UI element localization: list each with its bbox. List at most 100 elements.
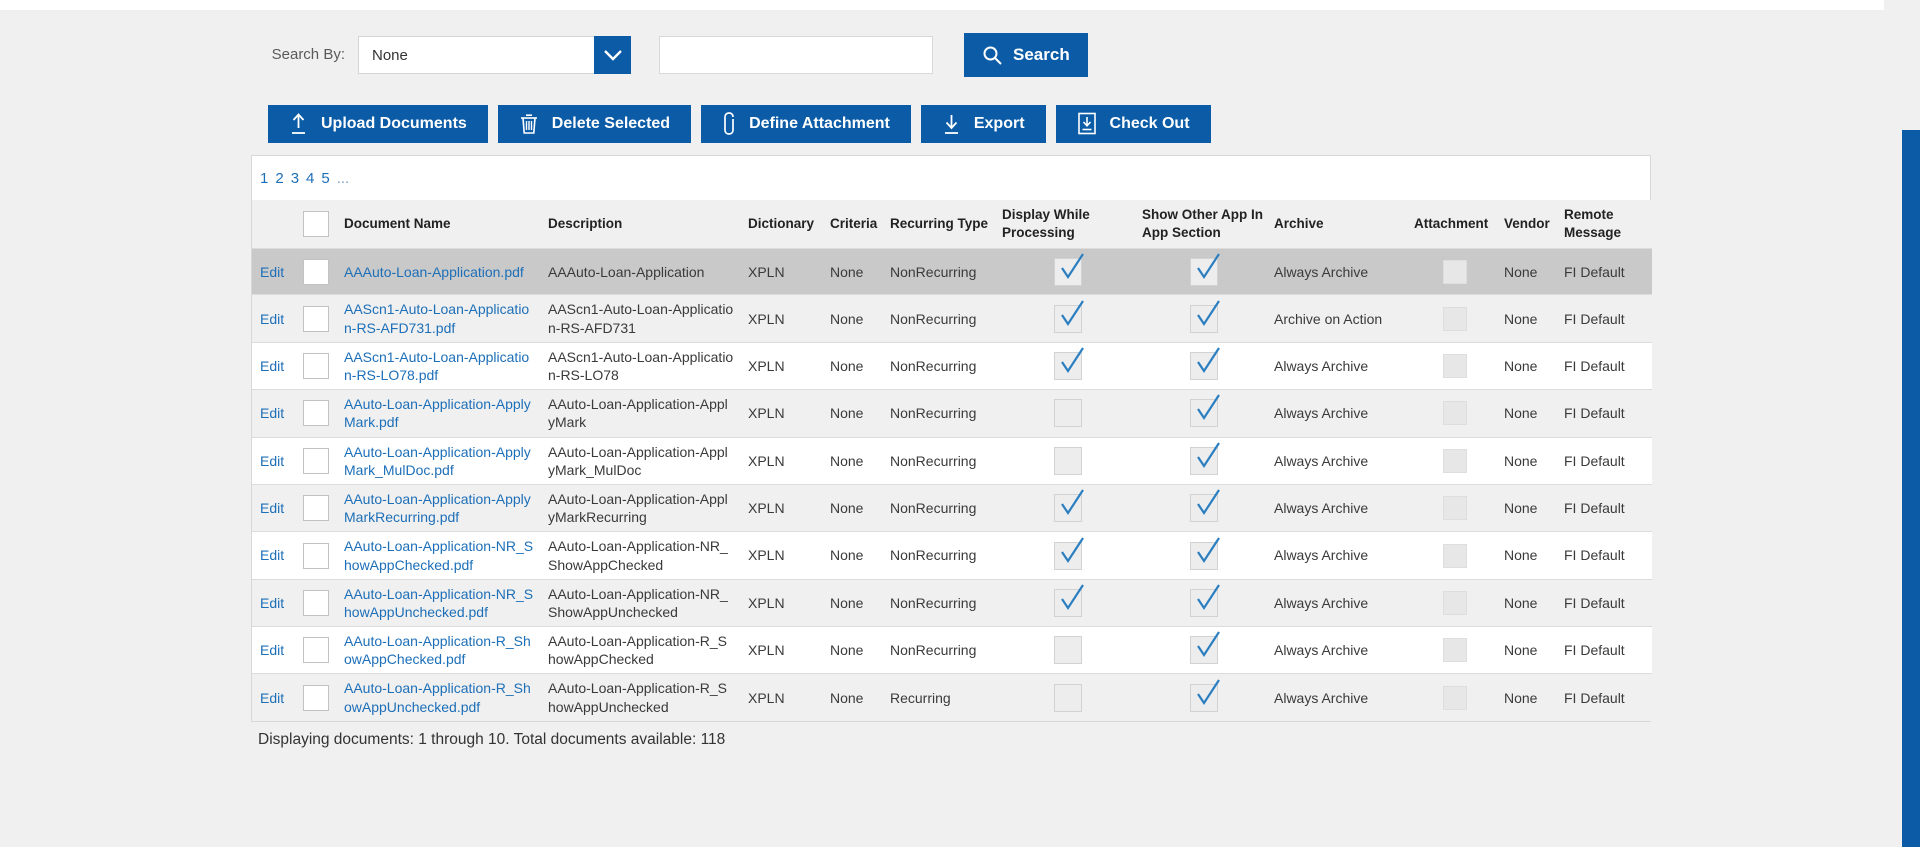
vertical-scrollbar-thumb[interactable] xyxy=(1902,130,1920,847)
documents-table: Document Name Description Dictionary Cri… xyxy=(252,200,1652,721)
document-name-link[interactable]: AAuto-Loan-Application-NR_ShowAppChecked… xyxy=(344,538,534,573)
define-attachment-button[interactable]: Define Attachment xyxy=(701,105,911,143)
row-select-checkbox[interactable] xyxy=(303,258,329,285)
display-while-processing-checkbox[interactable] xyxy=(1054,683,1082,712)
row-select-checkbox[interactable] xyxy=(303,400,329,427)
row-select-checkbox[interactable] xyxy=(303,684,329,711)
dictionary-cell: XPLN xyxy=(748,500,785,517)
search-icon xyxy=(983,46,1002,65)
description-cell: AAuto-Loan-Application-NR_ShowAppUncheck… xyxy=(548,585,728,620)
define-attachment-label: Define Attachment xyxy=(749,115,890,132)
criteria-cell: None xyxy=(830,547,864,564)
row-select-checkbox[interactable] xyxy=(303,495,329,522)
check-out-button[interactable]: Check Out xyxy=(1055,105,1211,143)
row-select-checkbox[interactable] xyxy=(303,447,329,474)
show-other-app-checkbox[interactable] xyxy=(1190,394,1220,428)
show-other-app-checkbox[interactable] xyxy=(1190,536,1220,570)
remote-message-cell: FI Default xyxy=(1564,452,1625,469)
document-name-header: Document Name xyxy=(336,200,544,249)
edit-link[interactable]: Edit xyxy=(260,310,285,327)
search-input[interactable] xyxy=(659,36,933,74)
edit-link[interactable]: Edit xyxy=(260,357,285,374)
page-link-2[interactable]: 2 xyxy=(275,169,284,187)
edit-link[interactable]: Edit xyxy=(260,500,285,517)
document-name-link[interactable]: AAuto-Loan-Application-R_ShowAppUnchecke… xyxy=(344,680,531,715)
search-by-dropdown-value: None xyxy=(372,46,408,64)
attachment-checkbox xyxy=(1443,259,1467,284)
display-while-processing-checkbox[interactable] xyxy=(1054,636,1082,665)
document-name-link[interactable]: AAAuto-Loan-Application.pdf xyxy=(344,263,524,280)
show-other-app-checkbox[interactable] xyxy=(1190,584,1220,617)
row-select-checkbox[interactable] xyxy=(303,637,329,664)
edit-link[interactable]: Edit xyxy=(260,689,285,706)
vertical-scrollbar-track[interactable] xyxy=(1902,0,1920,847)
show-other-app-checkbox[interactable] xyxy=(1190,347,1220,380)
check-icon xyxy=(1197,489,1220,516)
attachment-header: Attachment xyxy=(1410,200,1500,249)
page-link-5[interactable]: 5 xyxy=(321,169,330,187)
show-other-app-checkbox[interactable] xyxy=(1190,300,1220,333)
row-select-checkbox[interactable] xyxy=(303,542,329,569)
page-link-3[interactable]: 3 xyxy=(290,169,300,187)
edit-link[interactable]: Edit xyxy=(260,452,285,469)
recurring-type-cell: NonRecurring xyxy=(890,310,977,327)
search-button[interactable]: Search xyxy=(964,33,1088,77)
dictionary-cell: XPLN xyxy=(748,594,785,611)
dropdown-arrow-button[interactable] xyxy=(594,36,631,74)
show-other-app-checkbox[interactable] xyxy=(1190,442,1220,475)
display-while-processing-checkbox[interactable] xyxy=(1054,300,1084,333)
check-icon xyxy=(1197,631,1220,658)
upload-documents-button[interactable]: Upload Documents xyxy=(268,105,488,143)
display-while-processing-checkbox[interactable] xyxy=(1054,347,1084,380)
attachment-checkbox xyxy=(1443,401,1467,426)
dictionary-cell: XPLN xyxy=(748,547,785,564)
edit-link[interactable]: Edit xyxy=(260,547,285,564)
display-while-processing-checkbox[interactable] xyxy=(1054,253,1084,286)
show-other-app-checkbox[interactable] xyxy=(1190,253,1220,286)
display-while-processing-checkbox[interactable] xyxy=(1054,584,1084,617)
export-button[interactable]: Export xyxy=(920,105,1046,143)
page-link-more[interactable]: ... xyxy=(336,169,350,187)
check-icon xyxy=(1197,347,1220,373)
search-by-dropdown[interactable]: None xyxy=(358,36,631,74)
select-all-checkbox[interactable] xyxy=(303,211,329,238)
archive-cell: Always Archive xyxy=(1274,689,1369,706)
document-name-link[interactable]: AAuto-Loan-Application-ApplyMark_MulDoc.… xyxy=(344,443,531,478)
show-other-app-checkbox[interactable] xyxy=(1190,489,1220,523)
document-name-link[interactable]: AAuto-Loan-Application-ApplyMark.pdf xyxy=(344,396,531,431)
document-name-link[interactable]: AAuto-Loan-Application-NR_ShowAppUncheck… xyxy=(344,585,534,620)
display-while-processing-checkbox[interactable] xyxy=(1054,489,1084,523)
document-name-link[interactable]: AAScn1-Auto-Loan-Application-RS-LO78.pdf xyxy=(344,348,530,383)
archive-cell: Always Archive xyxy=(1274,642,1369,659)
pagination: 1 2 3 4 5 ... xyxy=(252,156,1650,200)
delete-selected-button[interactable]: Delete Selected xyxy=(497,105,692,143)
description-cell: AAScn1-Auto-Loan-Application-RS-LO78 xyxy=(548,348,734,383)
row-select-checkbox[interactable] xyxy=(303,353,329,379)
display-while-processing-checkbox[interactable] xyxy=(1054,536,1084,570)
row-select-checkbox[interactable] xyxy=(303,305,329,332)
display-while-processing-checkbox[interactable] xyxy=(1054,399,1082,428)
document-name-link[interactable]: AAuto-Loan-Application-R_ShowAppChecked.… xyxy=(344,633,531,668)
edit-link[interactable]: Edit xyxy=(260,263,285,280)
page-link-4[interactable]: 4 xyxy=(306,169,315,187)
edit-link[interactable]: Edit xyxy=(260,594,285,611)
attachment-checkbox xyxy=(1443,448,1467,473)
recurring-type-header: Recurring Type xyxy=(886,200,998,249)
criteria-cell: None xyxy=(830,357,864,374)
archive-cell: Always Archive xyxy=(1274,263,1369,280)
show-other-app-checkbox[interactable] xyxy=(1190,631,1220,665)
page-link-1[interactable]: 1 xyxy=(260,169,269,187)
vendor-cell: None xyxy=(1504,689,1538,706)
edit-link[interactable]: Edit xyxy=(260,642,285,659)
document-name-link[interactable]: AAScn1-Auto-Loan-Application-RS-AFD731.p… xyxy=(344,301,530,336)
dictionary-cell: XPLN xyxy=(748,452,785,469)
row-select-checkbox[interactable] xyxy=(303,589,329,616)
export-label: Export xyxy=(973,115,1025,132)
recurring-type-cell: Recurring xyxy=(890,689,951,706)
document-name-link[interactable]: AAuto-Loan-Application-ApplyMarkRecurrin… xyxy=(344,490,531,526)
check-icon xyxy=(1061,347,1084,373)
show-other-app-checkbox[interactable] xyxy=(1190,679,1220,712)
display-while-processing-checkbox[interactable] xyxy=(1054,446,1082,475)
vendor-cell: None xyxy=(1504,500,1538,517)
edit-link[interactable]: Edit xyxy=(260,405,285,422)
